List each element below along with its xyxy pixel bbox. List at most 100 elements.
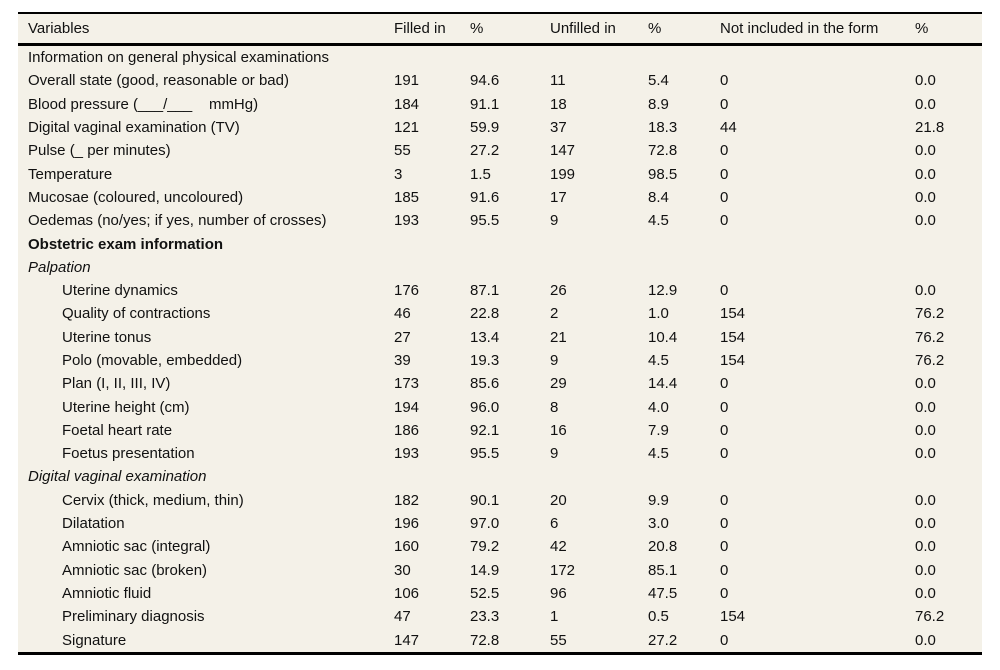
row-value: 97.0 [470,515,500,533]
row-value: 0.0 [915,188,936,206]
table-row: Foetus presentation 193 95.5 9 4.5 0 0.0 [18,442,982,465]
row-value: 37 [550,119,567,137]
row-value: 72.8 [648,142,678,160]
row-value: 3 [394,165,403,183]
row-value: 8.4 [648,188,669,206]
row-value: 87.1 [470,282,500,300]
row-value: 147 [550,142,576,160]
row-value: 6 [550,515,559,533]
row-label: Overall state (good, reasonable or bad) [28,72,289,90]
column-header-unfilled-in: Unfilled in [550,20,616,37]
table-row: Overall state (good, reasonable or bad) 1… [18,69,982,92]
row-value: 27.2 [648,631,678,649]
row-value: 1 [550,608,559,626]
row-value: 0.0 [915,375,936,393]
row-value: 2 [550,305,559,323]
table-row: Obstetric exam information [18,232,982,255]
row-label: Signature [62,631,127,649]
row-value: 0.0 [915,584,936,602]
table-row: Uterine height (cm) 194 96.0 8 4.0 0 0.0 [18,395,982,418]
row-value: 196 [394,515,420,533]
row-value: 76.2 [915,328,945,346]
row-label: Dilatation [62,515,125,533]
row-value: 9.9 [648,491,669,509]
row-value: 172 [550,561,576,579]
table-row: Information on general physical examinat… [18,46,982,69]
table-row: Dilatation 196 97.0 6 3.0 0 0.0 [18,512,982,535]
row-value: 0.0 [915,398,936,416]
column-header-not-included: Not included in the form [720,20,879,37]
row-value: 0 [720,188,729,206]
row-value: 20 [550,491,567,509]
row-value: 4.5 [648,445,669,463]
row-value: 92.1 [470,421,500,439]
table-row: Blood pressure (___/___ mmHg) 184 91.1 18 8.… [18,93,982,116]
column-header-filled-percent: % [470,20,484,37]
row-value: 20.8 [648,538,678,556]
row-label: Mucosae (coloured, uncoloured) [28,188,244,206]
row-label: Foetal heart rate [62,421,173,439]
table-row: Quality of contractions 46 22.8 2 1.0 154 76.2 [18,302,982,325]
row-label: Polo (movable, embedded) [62,352,243,369]
row-value: 23.3 [470,608,500,626]
row-value: 154 [720,608,746,626]
table-row: Amniotic sac (broken) 30 14.9 172 85.1 0 0.0 [18,559,982,582]
table-row: Polo (movable, embedded) 39 19.3 9 4.5 154 76.… [18,349,982,372]
row-value: 47 [394,608,411,626]
row-label: Blood pressure (___/___ mmHg) [28,95,259,113]
row-value: 96.0 [470,398,500,416]
row-value: 194 [394,398,420,416]
column-header-not-included-percent: % [915,20,929,37]
row-value: 4.5 [648,352,669,369]
row-value: 14.4 [648,375,678,393]
row-label: Amniotic fluid [62,584,152,602]
row-value: 0.5 [648,608,669,626]
row-value: 0.0 [915,491,936,509]
row-label: Plan (I, II, III, IV) [62,375,171,393]
row-value: 10.4 [648,328,678,346]
row-value: 1.5 [470,165,491,183]
row-value: 52.5 [470,584,500,602]
table-row: Foetal heart rate 186 92.1 16 7.9 0 0.0 [18,419,982,442]
row-value: 147 [394,631,420,649]
row-value: 17 [550,188,567,206]
row-value: 26 [550,282,567,300]
row-label: Digital vaginal examination [28,468,207,486]
row-value: 193 [394,445,420,463]
row-value: 7.9 [648,421,669,439]
row-value: 182 [394,491,420,509]
row-value: 91.1 [470,95,500,113]
row-value: 0 [720,445,729,463]
row-value: 0 [720,212,729,230]
row-value: 154 [720,352,746,369]
row-value: 176 [394,282,420,300]
row-value: 154 [720,305,746,323]
row-label: Pulse (_ per minutes) [28,142,171,160]
row-label: Palpation [28,258,91,276]
table-row: Amniotic sac (integral) 160 79.2 42 20.8 0 0.0 [18,535,982,558]
row-value: 8 [550,398,559,416]
row-value: 76.2 [915,608,945,626]
table-row: Oedemas (no/yes; if yes, number of cross… [18,209,982,232]
row-label: Digital vaginal examination (TV) [28,119,240,137]
row-value: 0 [720,142,729,160]
row-value: 9 [550,352,559,369]
row-value: 76.2 [915,352,945,369]
table-row: Digital vaginal examination [18,465,982,488]
row-value: 85.1 [648,561,678,579]
table-row: Temperature 3 1.5 199 98.5 0 0.0 [18,162,982,185]
table-row: Uterine tonus 27 13.4 21 10.4 154 76.2 [18,326,982,349]
row-value: 0.0 [915,538,936,556]
row-label: Temperature [28,165,113,183]
row-value: 0.0 [915,515,936,533]
row-value: 14.9 [470,561,500,579]
row-label: Amniotic sac (integral) [62,538,211,556]
row-label: Information on general physical examinat… [28,49,330,67]
row-value: 121 [394,119,420,137]
row-value: 5.4 [648,72,669,90]
row-value: 0.0 [915,142,936,160]
row-value: 9 [550,212,559,230]
row-value: 11 [550,72,566,90]
row-value: 0.0 [915,165,936,183]
row-value: 0 [720,398,729,416]
